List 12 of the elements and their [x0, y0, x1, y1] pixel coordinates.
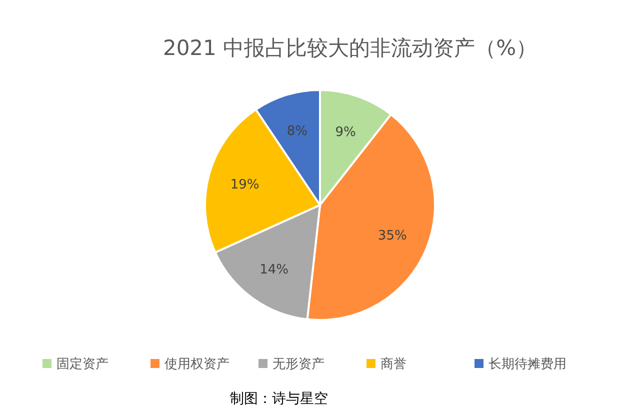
- legend-label: 使用权资产: [164, 357, 230, 372]
- data-label: 8%: [286, 124, 308, 140]
- data-label: 19%: [230, 178, 260, 193]
- data-label: 14%: [260, 262, 288, 278]
- data-label: 9%: [335, 125, 356, 140]
- legend-label: 固定资产: [56, 357, 108, 372]
- data-label: 35%: [378, 228, 407, 244]
- legend-label: 商誉: [380, 357, 406, 372]
- legend-label: 长期待摊费用: [488, 357, 566, 372]
- legend-label: 无形资产: [272, 357, 324, 372]
- chart-title: 2021 中报占比较大的非流动资产（%）: [162, 36, 538, 60]
- text: 制图：诗与星空: [230, 391, 328, 407]
